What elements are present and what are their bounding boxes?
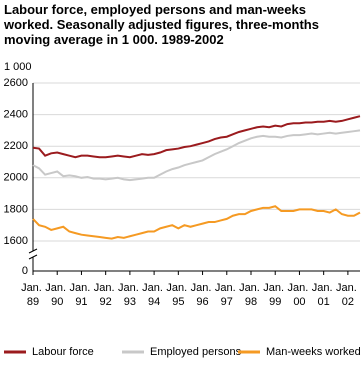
x-tick-label-part: Jan. (166, 282, 190, 294)
x-tick-label-part: Jan. (118, 282, 142, 294)
x-tick-label-part: 02 (342, 296, 354, 308)
x-tick-label-part: 96 (196, 296, 208, 308)
legend-label: Employed persons (150, 346, 242, 358)
x-tick-label-part: 99 (269, 296, 281, 308)
chart-title: Labour force, employed persons and man-w… (4, 2, 319, 47)
legend-label: Man-weeks worked (266, 346, 361, 358)
y-tick-label: 1600 (4, 235, 28, 247)
x-tick-label-part: Jan. (263, 282, 287, 294)
x-tick-label: Jan. 02 (336, 282, 360, 308)
x-tick-label-part: 01 (318, 296, 330, 308)
y-tick-label: 2000 (4, 172, 28, 184)
x-tick-label-part: Jan. (191, 282, 215, 294)
x-tick-label-part: Jan. (142, 282, 166, 294)
x-tick-label: Jan. 00 (288, 282, 312, 308)
y-tick-label: 0 (22, 265, 28, 277)
x-tick-label-part: Jan. (21, 282, 45, 294)
y-tick-label: 2400 (4, 109, 28, 121)
y-axis-label: 1 000 (4, 61, 32, 73)
x-tick-label-part: 98 (245, 296, 257, 308)
x-tick-label-part: Jan. (70, 282, 94, 294)
legend-label: Labour force (32, 346, 94, 358)
x-tick-label: Jan. 98 (239, 282, 263, 308)
x-tick-label-part: Jan. (312, 282, 336, 294)
series-line (32, 115, 361, 159)
x-tick-label-part: 00 (293, 296, 305, 308)
axis-break-mark (28, 248, 38, 260)
x-tick-label-part: Jan. (336, 282, 360, 294)
x-tick-label-part: Jan. (288, 282, 312, 294)
x-tick-label-part: 89 (27, 296, 39, 308)
x-tick-label: Jan. 99 (263, 282, 287, 308)
axis-break (29, 251, 37, 257)
x-tick-label-part: 95 (172, 296, 184, 308)
y-tick-label: 1800 (4, 203, 28, 215)
x-tick-label-part: Jan. (239, 282, 263, 294)
x-tick-label: Jan. 90 (45, 282, 69, 308)
x-tick-label: Jan. 93 (118, 282, 142, 308)
series-line (32, 205, 361, 240)
x-tick-label-part: 91 (75, 296, 87, 308)
x-tick-label: Jan. 94 (142, 282, 166, 308)
x-tick-label: Jan. 91 (70, 282, 94, 308)
x-tick-label-part: Jan. (45, 282, 69, 294)
x-tick-label-part: Jan. (94, 282, 118, 294)
y-tick-label: 2200 (4, 140, 28, 152)
x-tick-label: Jan. 92 (94, 282, 118, 308)
series-line (32, 129, 361, 182)
x-tick-label-part: 97 (221, 296, 233, 308)
x-tick-label-part: Jan. (215, 282, 239, 294)
x-tick-label-part: 90 (51, 296, 63, 308)
y-tick-label: 2600 (4, 77, 28, 89)
x-tick-label: Jan. 01 (312, 282, 336, 308)
x-tick-label-part: 93 (124, 296, 136, 308)
x-tick-label-part: 94 (148, 296, 160, 308)
x-tick-label-part: 92 (100, 296, 112, 308)
x-tick-label: Jan. 97 (215, 282, 239, 308)
x-tick-label: Jan. 89 (21, 282, 45, 308)
x-tick-label: Jan. 96 (191, 282, 215, 308)
x-tick-label: Jan. 95 (166, 282, 190, 308)
